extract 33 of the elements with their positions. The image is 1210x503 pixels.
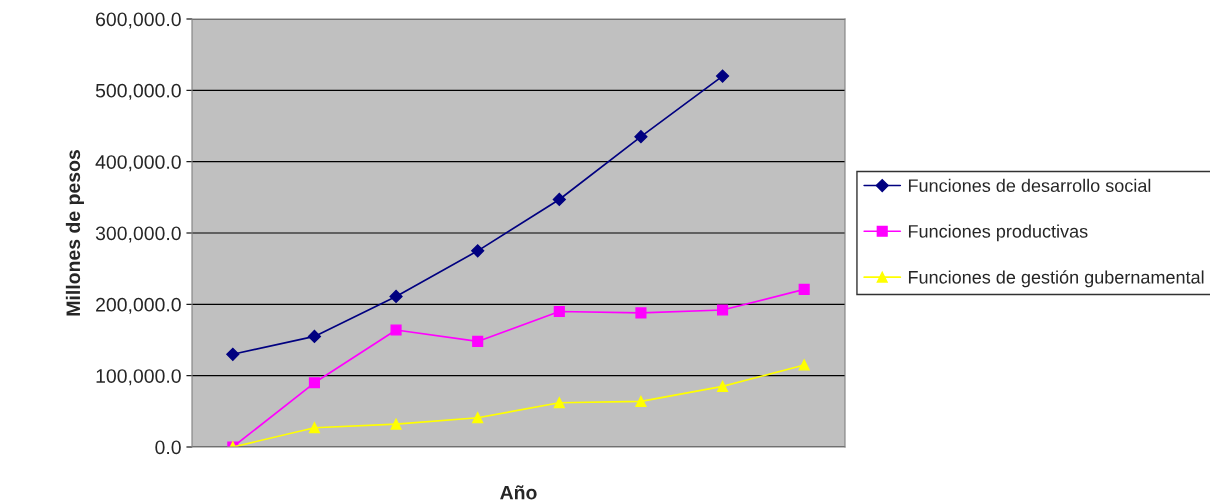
point [798, 283, 810, 295]
y-tick-label: 400,000.0 [95, 155, 181, 172]
point [390, 418, 402, 430]
point [634, 130, 648, 144]
y-tick-label: 600,000.0 [96, 12, 181, 29]
point [226, 347, 240, 361]
point [307, 329, 322, 344]
point [717, 304, 729, 316]
y-tick-label: 300,000.0 [95, 226, 181, 243]
point [390, 324, 402, 336]
point [553, 397, 565, 409]
y-tick-label: 500,000.0 [95, 83, 181, 100]
point [389, 289, 403, 304]
legend-label: Funciones de desarrollo social [908, 178, 1151, 193]
legend-label: Funciones de gestión gubernamental [908, 270, 1204, 288]
point [553, 305, 565, 318]
point [635, 395, 647, 407]
point [472, 335, 484, 347]
point [471, 244, 485, 258]
y-tick-label: 200,000.0 [96, 297, 181, 314]
point [635, 307, 647, 319]
y-tick-label: 100,000.0 [96, 369, 181, 386]
point [308, 377, 320, 389]
point [552, 192, 566, 207]
point [308, 422, 320, 434]
point [715, 69, 730, 83]
point [472, 412, 484, 424]
legend-label: Funciones productivas [908, 224, 1088, 242]
point [798, 359, 810, 371]
point [717, 380, 729, 392]
y-axis-title: Millones de pesos [65, 150, 84, 316]
x-axis-title: Año [500, 485, 537, 500]
y-tick-label: 0.0 [155, 440, 181, 455]
